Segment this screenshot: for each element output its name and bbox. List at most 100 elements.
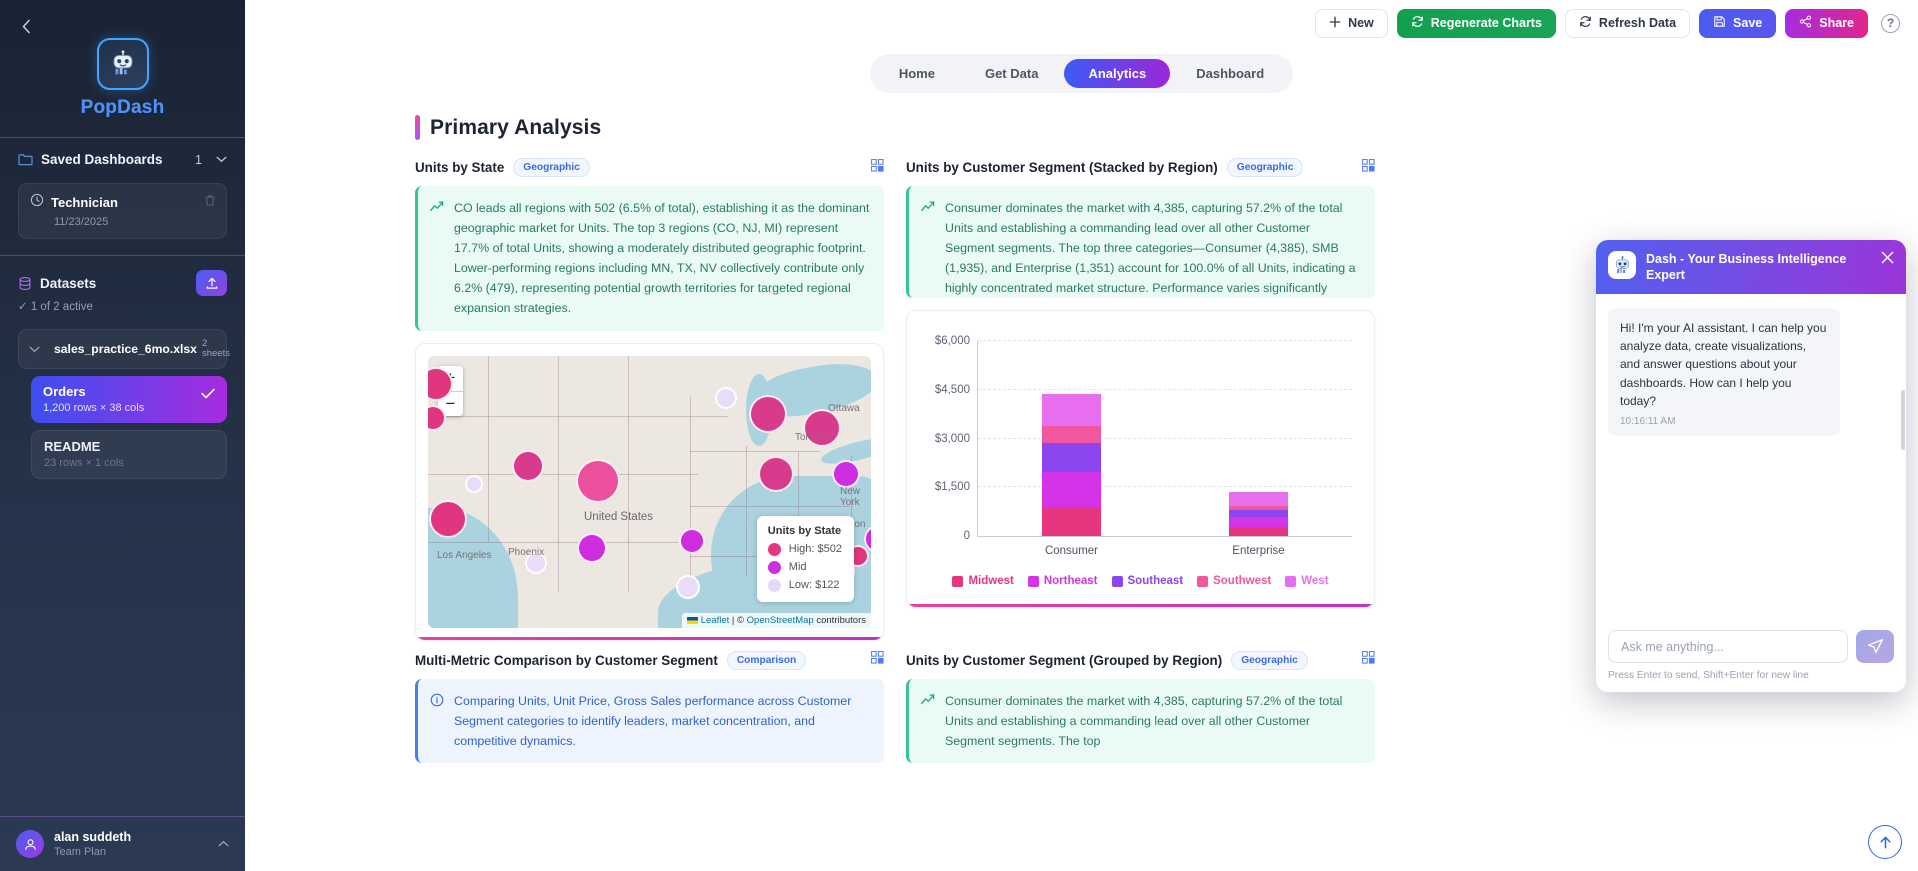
chart-bar-group[interactable]: Enterprise: [1228, 492, 1289, 557]
map-marker[interactable]: [576, 458, 620, 503]
chart-legend-item[interactable]: Midwest: [952, 575, 1014, 587]
content-scroll-area[interactable]: Primary Analysis Units by State Geograph…: [245, 93, 1918, 871]
chart-bar-segment[interactable]: [1041, 393, 1102, 427]
card-title: Multi-Metric Comparison by Customer Segm…: [415, 652, 718, 668]
avatar: [16, 830, 44, 858]
openstreetmap-link[interactable]: OpenStreetMap: [746, 614, 814, 626]
map-marker[interactable]: [577, 532, 607, 563]
expand-icon[interactable]: [871, 651, 884, 669]
chart-bar-group[interactable]: Consumer: [1041, 393, 1102, 557]
trend-up-icon: [921, 198, 935, 286]
legend-row-low: Low: $122: [767, 578, 842, 592]
chat-input[interactable]: [1608, 630, 1848, 663]
section-title: Primary Analysis: [415, 115, 1375, 140]
ukraine-flag-icon: [686, 616, 698, 624]
map-marker[interactable]: [525, 551, 547, 574]
map-marker[interactable]: [512, 449, 544, 482]
map-marker[interactable]: [758, 455, 794, 492]
map-marker[interactable]: [715, 386, 737, 409]
saved-dashboard-item[interactable]: Technician 11/23/2025: [18, 183, 227, 239]
save-button[interactable]: Save: [1699, 8, 1777, 38]
chart-legend-swatch: [1111, 575, 1123, 587]
sidebar-collapse-icon[interactable]: [16, 16, 36, 36]
trend-up-icon: [430, 198, 444, 319]
map-marker[interactable]: [749, 394, 787, 433]
map-marker[interactable]: [803, 408, 841, 447]
map-marker[interactable]: [429, 499, 467, 538]
tab-get-data[interactable]: Get Data: [984, 66, 1039, 81]
chart-bar-segment[interactable]: [1041, 426, 1102, 444]
upload-dataset-button[interactable]: [196, 270, 227, 296]
scroll-to-top-button[interactable]: [1868, 825, 1902, 859]
trash-icon[interactable]: [204, 194, 216, 212]
saved-dashboards-header[interactable]: Saved Dashboards 1: [18, 152, 227, 167]
map-border: [488, 355, 489, 542]
refresh-data-button[interactable]: Refresh Data: [1564, 8, 1691, 38]
leaflet-link[interactable]: Leaflet: [700, 614, 730, 626]
expand-icon[interactable]: [1362, 158, 1375, 177]
chevron-down-icon[interactable]: [216, 154, 227, 166]
chart-legend-swatch: [1285, 575, 1297, 587]
send-button[interactable]: [1856, 630, 1894, 663]
map-border: [690, 395, 691, 596]
expand-icon[interactable]: [871, 158, 884, 177]
popdash-logo-icon: [96, 38, 149, 90]
dataset-sheet-orders[interactable]: Orders 1,200 rows × 38 cols: [31, 375, 227, 423]
dataset-file-row[interactable]: sales_practice_6mo.xlsx 2 sheets: [18, 329, 230, 369]
user-profile[interactable]: alan suddeth Team Plan: [0, 817, 245, 871]
chart-legend-item[interactable]: West: [1285, 575, 1329, 587]
map-border: [746, 445, 747, 576]
chart-legend-item[interactable]: Southwest: [1197, 575, 1271, 587]
chat-message-text: Hi! I'm your AI assistant. I can help yo…: [1620, 321, 1827, 408]
plus-icon: [1329, 16, 1341, 31]
stacked-bar-chart[interactable]: 0 $1,500 $3,000 $4,500 $6,000 Consumer Enterpr…: [919, 323, 1362, 595]
close-icon[interactable]: [1881, 251, 1894, 267]
info-icon: [430, 691, 444, 751]
brand-block: PopDash: [0, 0, 245, 137]
nav-tabs: Home Get Data Analytics Dashboard: [869, 54, 1294, 93]
new-button[interactable]: New: [1315, 8, 1388, 38]
folder-icon: [18, 153, 33, 166]
map-marker[interactable]: [832, 459, 860, 488]
chat-footer: Press Enter to send, Shift+Enter for new…: [1596, 620, 1906, 692]
map-marker[interactable]: [676, 574, 700, 599]
chart-x-label: Consumer: [1044, 545, 1099, 557]
card-multi-metric-comparison: Multi-Metric Comparison by Customer Segm…: [415, 650, 884, 763]
map-marker[interactable]: [428, 366, 453, 401]
datasets-active-count: ✓ 1 of 2 active: [18, 301, 93, 313]
chart-bar-segment[interactable]: [1041, 443, 1102, 473]
tab-analytics[interactable]: Analytics: [1064, 59, 1171, 88]
map-marker[interactable]: [465, 474, 483, 493]
chart-legend-item[interactable]: Southeast: [1111, 575, 1183, 587]
help-icon[interactable]: ?: [1881, 13, 1900, 33]
chart-legend-item[interactable]: Northeast: [1027, 575, 1098, 587]
expand-icon[interactable]: [1362, 651, 1375, 669]
map-border: [851, 455, 852, 566]
tab-home[interactable]: Home: [898, 66, 935, 81]
chevron-up-icon[interactable]: [218, 838, 229, 850]
chevron-down-icon[interactable]: [29, 340, 40, 358]
chart-bar-segment[interactable]: [1228, 516, 1289, 527]
insight-box: Comparing Units, Unit Price, Gross Sales…: [415, 678, 884, 763]
map-marker[interactable]: [428, 404, 446, 431]
dataset-sheet-readme[interactable]: README 23 rows × 1 cols: [31, 429, 227, 479]
map-marker[interactable]: [679, 527, 705, 554]
chart-bar-segment[interactable]: [1041, 507, 1102, 536]
insight-text: CO leads all regions with 502 (6.5% of t…: [454, 201, 870, 316]
dashboard-title: Technician: [51, 195, 118, 210]
map-border: [558, 355, 559, 592]
chart-bar-segment[interactable]: [1228, 492, 1289, 506]
chat-scrollbar[interactable]: [1901, 390, 1905, 450]
tab-dashboard[interactable]: Dashboard: [1196, 66, 1265, 81]
regenerate-charts-button[interactable]: Regenerate Charts: [1396, 8, 1556, 38]
chart-bar-segment[interactable]: [1228, 526, 1289, 536]
chart-bar-segment[interactable]: [1041, 472, 1102, 508]
share-button[interactable]: Share: [1785, 8, 1868, 38]
map-border: [428, 415, 728, 417]
chart-bar-segment[interactable]: [1228, 505, 1289, 511]
map-place-label: United States: [584, 510, 654, 523]
chat-hint: Press Enter to send, Shift+Enter for new…: [1608, 670, 1809, 681]
chart-bar-segment[interactable]: [1228, 510, 1289, 517]
card-units-by-segment-grouped: Units by Customer Segment (Grouped by Re…: [906, 650, 1375, 763]
